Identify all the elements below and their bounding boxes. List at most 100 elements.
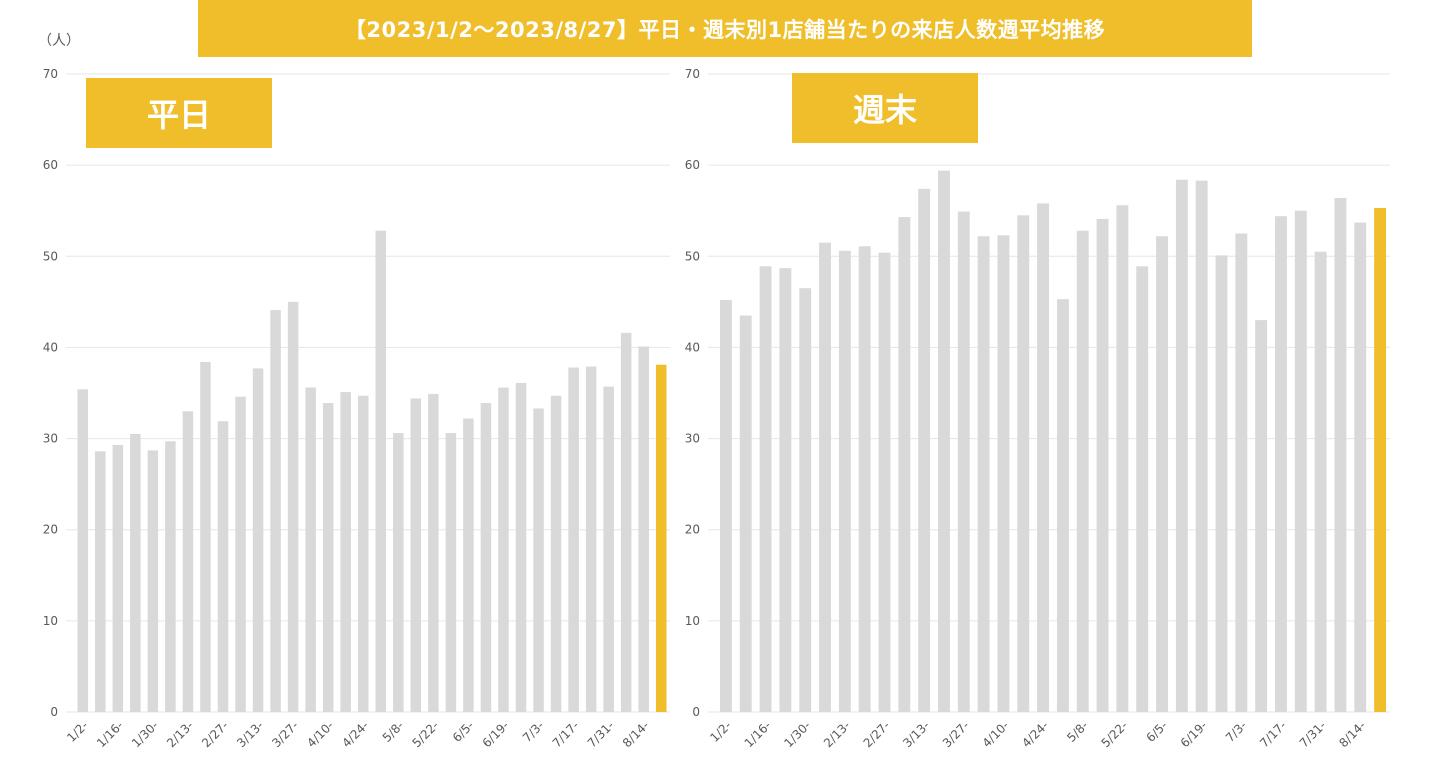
x-tick-label: 1/2- bbox=[707, 718, 734, 745]
x-tick-label: 7/31- bbox=[1297, 718, 1329, 750]
x-tick-label: 4/24- bbox=[339, 718, 371, 750]
bar bbox=[515, 382, 527, 712]
bar bbox=[1056, 299, 1069, 712]
x-tick-label: 1/2- bbox=[64, 718, 91, 745]
bar bbox=[1354, 222, 1367, 712]
bar bbox=[357, 395, 369, 712]
x-tick-label: 3/27- bbox=[269, 718, 301, 750]
bar bbox=[235, 396, 246, 712]
bar bbox=[550, 395, 562, 712]
bar bbox=[1294, 210, 1307, 712]
bar bbox=[112, 444, 124, 712]
x-tick-label: 5/22- bbox=[409, 718, 441, 750]
bar bbox=[779, 268, 792, 712]
bar bbox=[95, 451, 106, 712]
bar bbox=[838, 250, 851, 712]
x-tick-label: 5/22- bbox=[1098, 718, 1130, 750]
x-tick-label: 7/17- bbox=[1257, 718, 1289, 750]
y-tick-label: 30 bbox=[685, 432, 700, 446]
bar bbox=[1116, 205, 1129, 712]
bar bbox=[878, 252, 891, 712]
x-tick-label: 4/24- bbox=[1019, 718, 1051, 750]
bar bbox=[1275, 216, 1287, 712]
y-axis-unit-label: （人） bbox=[38, 33, 80, 49]
x-tick-label: 6/5- bbox=[450, 718, 477, 745]
bar bbox=[997, 235, 1010, 712]
bar bbox=[918, 188, 931, 713]
x-tick-label: 8/14- bbox=[1336, 718, 1368, 750]
bar bbox=[799, 288, 812, 712]
bar bbox=[655, 364, 667, 712]
bar bbox=[819, 242, 831, 712]
bar bbox=[1076, 230, 1089, 712]
y-tick-label: 70 bbox=[685, 67, 700, 81]
bar bbox=[480, 403, 492, 712]
y-tick-label: 0 bbox=[692, 705, 700, 719]
bar bbox=[568, 367, 579, 712]
y-tick-label: 20 bbox=[685, 523, 700, 537]
bar bbox=[287, 301, 299, 712]
y-tick-label: 70 bbox=[43, 67, 58, 81]
bar bbox=[603, 386, 614, 712]
bar bbox=[938, 170, 950, 712]
bar bbox=[1314, 251, 1327, 712]
bar bbox=[1136, 266, 1149, 712]
x-tick-label: 1/16- bbox=[94, 718, 126, 750]
x-tick-label: 2/27- bbox=[199, 718, 231, 750]
x-tick-label: 8/14- bbox=[620, 718, 652, 750]
bar bbox=[270, 310, 281, 712]
bar bbox=[1195, 180, 1208, 712]
x-tick-label: 5/8- bbox=[1064, 718, 1091, 745]
x-tick-label: 1/30- bbox=[781, 718, 813, 750]
y-tick-label: 50 bbox=[43, 249, 58, 263]
x-tick-label: 7/17- bbox=[550, 718, 582, 750]
bar bbox=[165, 441, 176, 712]
bar bbox=[252, 368, 264, 712]
y-tick-label: 10 bbox=[685, 614, 700, 628]
bar bbox=[1037, 203, 1050, 712]
bar bbox=[428, 393, 439, 712]
x-tick-label: 3/27- bbox=[940, 718, 972, 750]
bar bbox=[217, 421, 229, 712]
bar bbox=[1215, 255, 1228, 713]
bar bbox=[463, 418, 474, 712]
bar bbox=[1096, 218, 1109, 712]
x-tick-label: 6/19- bbox=[1178, 718, 1210, 750]
bar bbox=[719, 300, 732, 712]
bar bbox=[393, 433, 404, 712]
x-tick-label: 4/10- bbox=[980, 718, 1012, 750]
weekday-panel-label: 平日 bbox=[86, 78, 272, 148]
y-tick-label: 10 bbox=[43, 614, 58, 628]
y-tick-label: 60 bbox=[43, 158, 58, 172]
y-tick-label: 20 bbox=[43, 523, 58, 537]
x-tick-label: 6/5- bbox=[1144, 718, 1171, 745]
y-tick-label: 40 bbox=[685, 340, 700, 354]
bar bbox=[1334, 197, 1347, 712]
bar bbox=[182, 411, 194, 712]
x-tick-label: 7/31- bbox=[585, 718, 617, 750]
y-tick-label: 0 bbox=[50, 705, 58, 719]
bar bbox=[1156, 236, 1168, 712]
bar bbox=[1235, 233, 1248, 712]
bar bbox=[620, 332, 632, 712]
x-tick-label: 5/8- bbox=[380, 718, 407, 745]
bar bbox=[739, 315, 752, 712]
bar bbox=[533, 408, 544, 712]
bar bbox=[1017, 215, 1030, 712]
x-tick-label: 2/13- bbox=[821, 718, 853, 750]
bar bbox=[305, 387, 316, 712]
x-tick-label: 7/3- bbox=[520, 718, 547, 745]
bar bbox=[375, 230, 387, 712]
x-tick-label: 3/13- bbox=[234, 718, 266, 750]
bar bbox=[858, 246, 871, 712]
weekend-panel-label: 週末 bbox=[792, 73, 978, 143]
bar bbox=[147, 450, 159, 712]
y-tick-label: 30 bbox=[43, 432, 58, 446]
x-tick-label: 4/10- bbox=[304, 718, 336, 750]
y-tick-label: 60 bbox=[685, 158, 700, 172]
x-tick-label: 1/16- bbox=[742, 718, 774, 750]
bar bbox=[445, 433, 457, 712]
x-tick-label: 2/13- bbox=[164, 718, 196, 750]
